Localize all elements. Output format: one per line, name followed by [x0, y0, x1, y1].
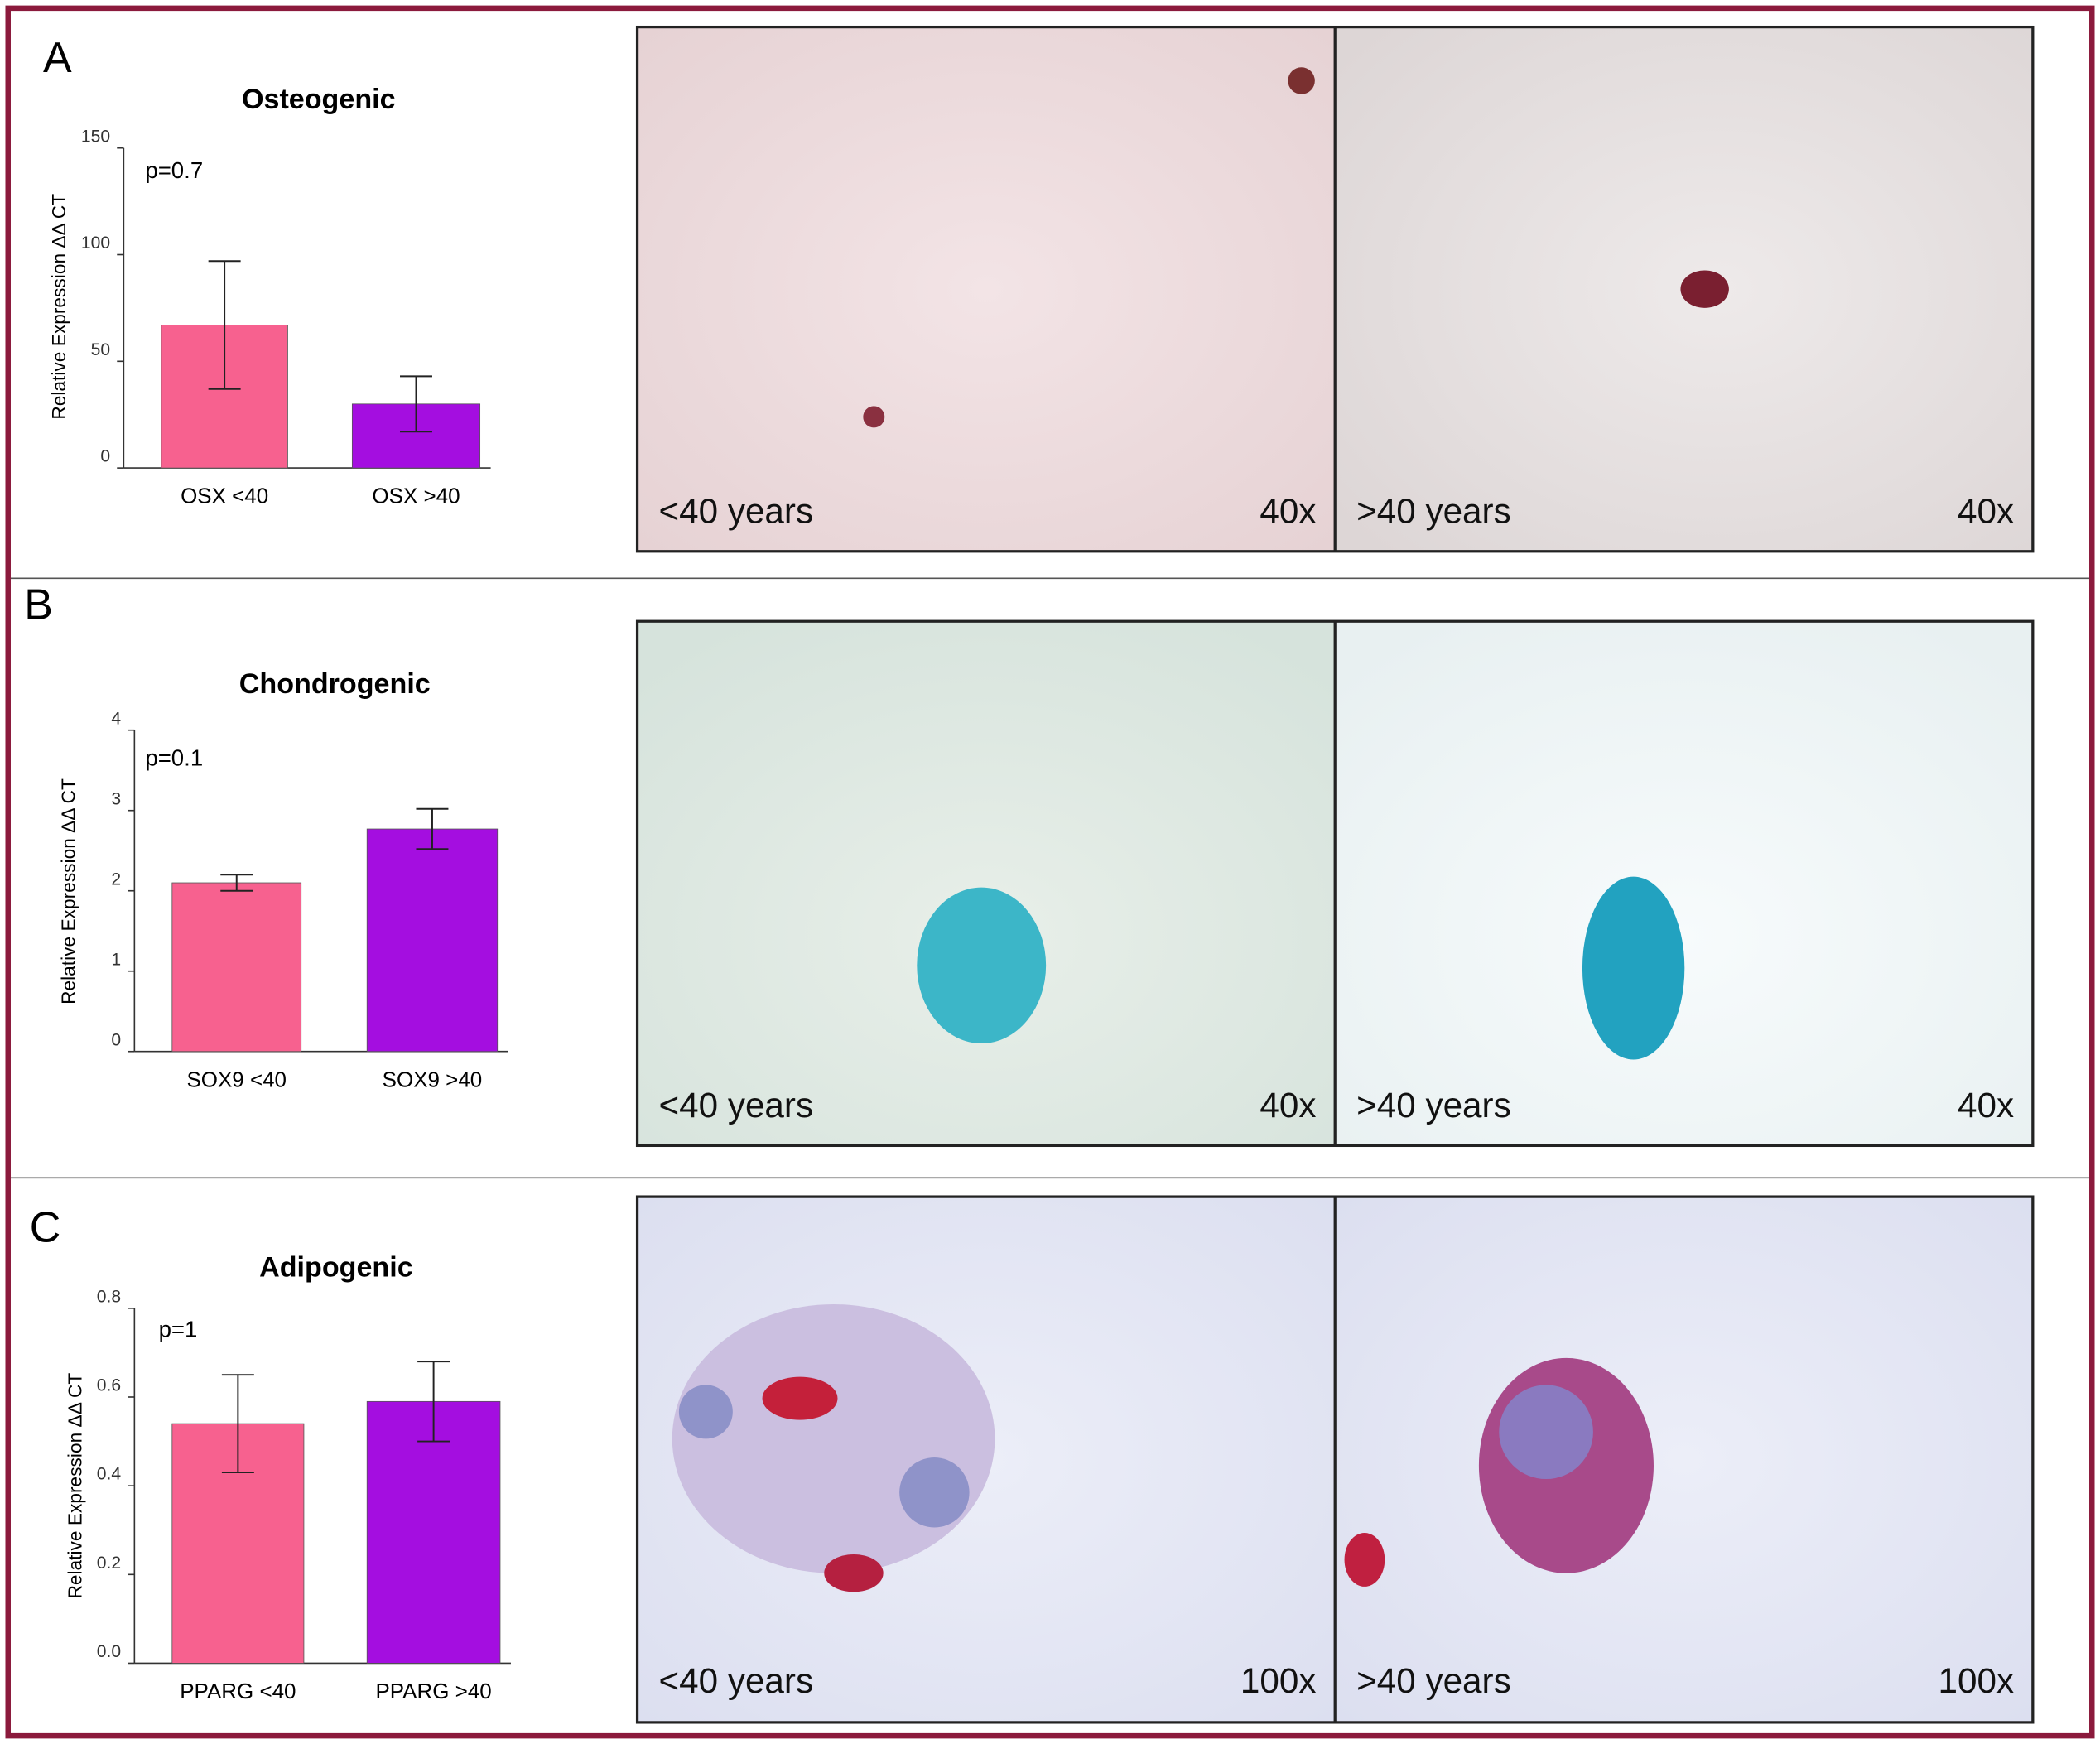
bar — [366, 1400, 501, 1664]
magnification: 40x — [1260, 491, 1316, 530]
error-bar — [417, 1361, 450, 1443]
x-tick-label: SOX9 <40 — [186, 1067, 287, 1091]
x-tick-label: OSX <40 — [181, 484, 268, 508]
x-tick-label: PPARG >40 — [375, 1679, 491, 1703]
y-tick-label: 0.0 — [97, 1642, 121, 1661]
y-tick-label: 0 — [111, 1030, 121, 1049]
y-axis-label: Relative Expression ΔΔ CT — [65, 1373, 86, 1599]
annotation: p=1 — [159, 1317, 198, 1342]
y-tick-label: 2 — [111, 870, 121, 889]
y-tick-label: 4 — [111, 709, 121, 728]
x-tick-label: PPARG <40 — [180, 1679, 296, 1703]
chart-title: Osteogenic — [242, 84, 396, 115]
y-axis-label: Relative Expression ΔΔ CT — [57, 778, 79, 1004]
y-tick-label: 3 — [111, 789, 121, 808]
y-tick-label: 0.6 — [97, 1376, 121, 1395]
image-caption: >40 years — [1356, 491, 1511, 530]
micrographs — [635, 25, 2035, 1724]
annotation: p=0.7 — [145, 157, 203, 183]
image-caption: >40 years — [1356, 1086, 1511, 1125]
image-caption: <40 years — [659, 1086, 814, 1125]
y-tick-label: 0.2 — [97, 1554, 121, 1573]
y-tick-label: 100 — [81, 234, 110, 253]
y-tick-label: 0.4 — [97, 1465, 122, 1484]
panel-label: C — [30, 1203, 61, 1251]
error-bar — [208, 260, 241, 390]
chart-title: Chondrogenic — [239, 668, 431, 700]
magnification: 100x — [1240, 1661, 1317, 1700]
y-tick-label: 0 — [100, 447, 110, 466]
panel-label: B — [24, 581, 53, 629]
image-caption: <40 years — [659, 1661, 814, 1700]
bar — [171, 882, 302, 1053]
x-tick-label: OSX >40 — [372, 484, 460, 508]
magnification: 40x — [1958, 1086, 2014, 1125]
magnification: 40x — [1260, 1086, 1316, 1125]
image-caption: <40 years — [659, 491, 814, 530]
y-tick-label: 0.8 — [97, 1287, 121, 1306]
image-caption: >40 years — [1356, 1661, 1511, 1700]
panel-label: A — [43, 34, 72, 82]
annotation: p=0.1 — [145, 745, 203, 771]
y-tick-label: 50 — [91, 340, 110, 359]
y-tick-label: 150 — [81, 127, 110, 146]
error-bar — [416, 807, 449, 850]
x-tick-label: SOX9 >40 — [383, 1067, 483, 1091]
y-axis-label: Relative Expression ΔΔ CT — [48, 194, 70, 420]
error-bar — [400, 375, 432, 433]
bar — [366, 828, 499, 1053]
error-bar — [220, 874, 253, 892]
y-tick-label: 1 — [111, 950, 121, 969]
chart-title: Adipogenic — [259, 1252, 413, 1284]
magnification: 40x — [1958, 491, 2014, 530]
error-bar — [221, 1374, 254, 1474]
magnification: 100x — [1939, 1661, 2015, 1700]
